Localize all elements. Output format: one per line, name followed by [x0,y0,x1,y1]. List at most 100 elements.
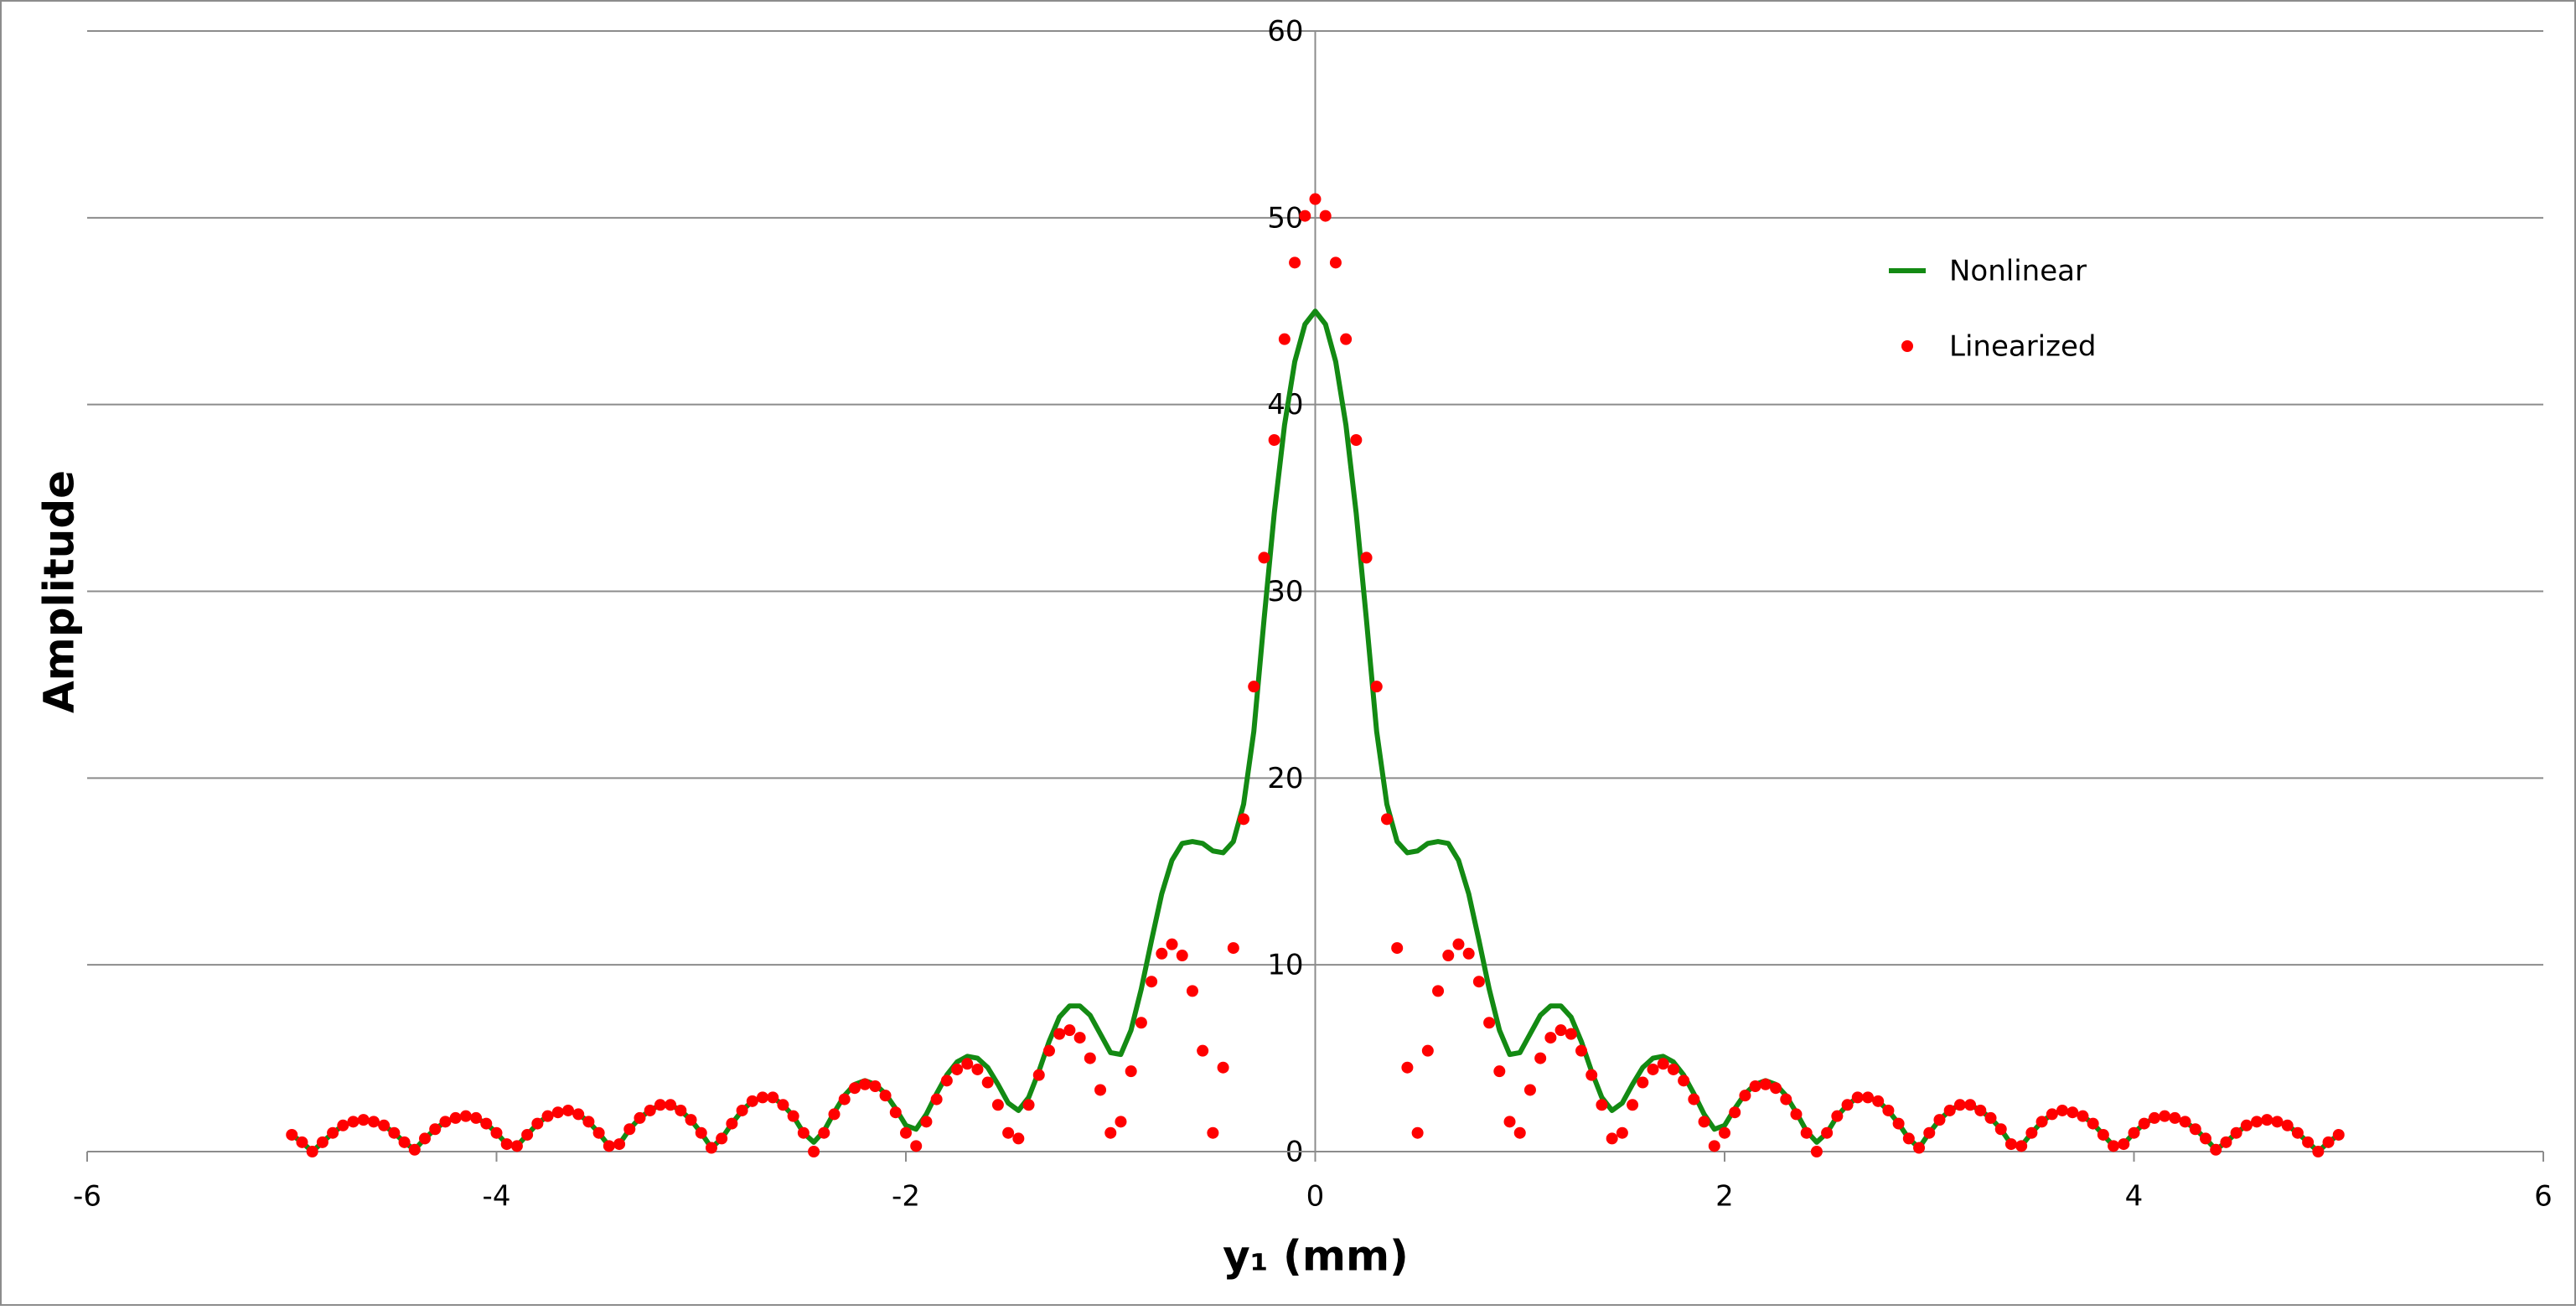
x-tick-label: 4 [2125,1180,2144,1214]
data-point [296,1136,308,1148]
data-point [2004,1138,2017,1151]
data-point [1012,1132,1025,1145]
data-point [541,1110,554,1122]
data-point [1278,333,1291,345]
data-point [490,1126,503,1139]
data-point [951,1063,964,1075]
data-point [971,1063,984,1075]
data-point [1831,1110,1844,1122]
data-point [2066,1106,2079,1119]
data-point [1432,985,1445,997]
data-point [1913,1142,1926,1154]
data-point [1411,1126,1424,1139]
data-point [1350,434,1363,447]
data-point [1841,1099,1854,1111]
data-point [1780,1093,1792,1105]
data-point [2015,1140,2028,1152]
data-point [767,1091,779,1104]
data-point [1861,1091,1874,1104]
data-point [439,1116,452,1128]
y-tick-label: 30 [1267,575,1303,608]
legend-label: Nonlinear [1949,255,2087,288]
data-point [419,1132,432,1145]
data-point [449,1111,462,1124]
data-point [2056,1104,2069,1116]
data-point [1166,938,1178,950]
data-point [828,1108,841,1121]
data-point [1810,1146,1823,1157]
data-point [2118,1138,2130,1151]
data-point [2210,1143,2222,1156]
y-tick-label: 60 [1267,15,1303,49]
data-point [551,1106,564,1119]
data-point [1678,1074,1690,1087]
data-point [1442,950,1455,962]
data-point [337,1119,349,1131]
data-point [378,1119,391,1131]
data-point [2046,1108,2058,1121]
data-point [582,1116,595,1128]
data-point [1749,1080,1761,1093]
data-point [1984,1111,1997,1124]
data-point [2108,1140,2120,1152]
data-point [1994,1123,2007,1136]
data-point [746,1095,758,1107]
data-point [1084,1052,1096,1064]
data-point [1146,976,1158,988]
data-point [2087,1117,2099,1130]
data-point [1974,1104,1987,1116]
data-point [685,1114,697,1126]
data-point [286,1128,298,1141]
data-point [1063,1024,1076,1037]
x-axis-title: y₁ (mm) [1223,1232,1409,1281]
data-point [1933,1114,1946,1126]
data-point [1667,1063,1679,1075]
data-point [1892,1117,1905,1130]
data-point [981,1076,994,1089]
data-point [1647,1063,1659,1075]
data-point [900,1126,912,1139]
data-point [1238,813,1250,826]
data-point [1627,1099,1639,1111]
data-point [2312,1146,2325,1157]
data-point [2230,1126,2242,1139]
data-point [644,1104,656,1116]
data-point [398,1136,411,1148]
data-point [347,1116,360,1128]
data-point [1299,210,1311,222]
data-point [634,1111,646,1124]
data-point [1565,1028,1577,1040]
data-point [1729,1106,1741,1119]
data-point [1596,1099,1608,1111]
data-point [1073,1032,1086,1044]
data-point [787,1110,799,1122]
y-tick-label: 50 [1267,201,1303,235]
data-point [1851,1091,1864,1104]
data-point [1882,1104,1895,1116]
x-tick-label: -6 [73,1180,101,1214]
data-point [1217,1061,1229,1074]
data-point [2261,1114,2273,1126]
data-point [757,1091,769,1104]
data-point [654,1099,666,1111]
data-point [797,1126,810,1139]
data-point [1902,1132,1915,1145]
data-point [2220,1136,2232,1148]
data-point [1964,1099,1977,1111]
y-axis-title: Amplitude [35,470,84,713]
data-point [2291,1126,2304,1139]
data-point [1053,1028,1066,1040]
data-point [1544,1032,1557,1044]
data-point [726,1117,738,1130]
data-point [838,1093,851,1105]
data-point [388,1126,401,1139]
data-point [930,1093,943,1105]
data-point [879,1090,892,1102]
data-point [510,1140,523,1152]
data-point [1503,1116,1516,1128]
data-point [459,1110,472,1122]
data-point [1391,942,1404,955]
data-point [357,1114,370,1126]
data-point [1483,1017,1496,1029]
data-point [1002,1126,1015,1139]
